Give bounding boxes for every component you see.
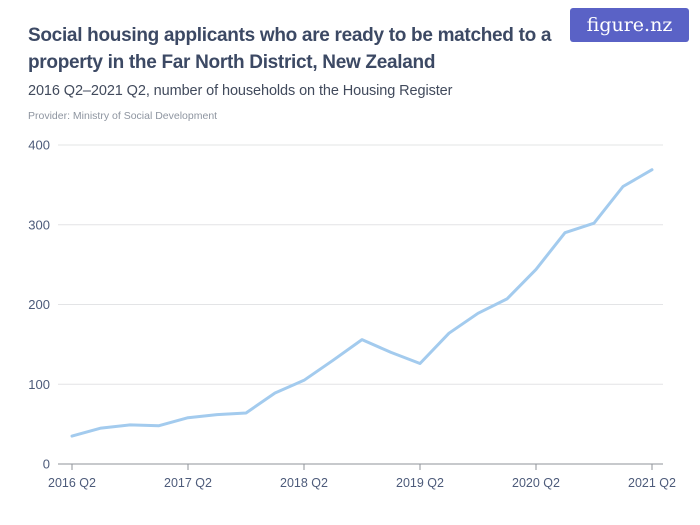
x-axis-label-2017-q2: 2017 Q2 bbox=[164, 476, 212, 490]
y-axis-label-100: 100 bbox=[28, 377, 50, 392]
y-axis-label-400: 400 bbox=[28, 138, 50, 153]
page-title-line-1: Social housing applicants who are ready … bbox=[28, 25, 552, 46]
x-axis-label-2021-q2: 2021 Q2 bbox=[628, 476, 676, 490]
y-axis-label-300: 300 bbox=[28, 217, 50, 232]
x-axis-label-2018-q2: 2018 Q2 bbox=[280, 476, 328, 490]
x-axis-label-2019-q2: 2019 Q2 bbox=[396, 476, 444, 490]
provider-note: Provider: Ministry of Social Development bbox=[28, 110, 218, 122]
chart-subtitle: 2016 Q2–2021 Q2, number of households on… bbox=[28, 83, 453, 99]
figure-nz-logo[interactable]: figure.nz bbox=[570, 8, 689, 42]
y-axis-label-0: 0 bbox=[43, 457, 50, 472]
y-axis-label-200: 200 bbox=[28, 297, 50, 312]
figure-nz-logo-text: figure.nz bbox=[586, 14, 673, 36]
page-title-line-2: property in the Far North District, New … bbox=[28, 52, 436, 73]
chart-header: Social housing applicants who are ready … bbox=[28, 22, 558, 122]
x-axis-label-2016-q2: 2016 Q2 bbox=[48, 476, 96, 490]
data-line bbox=[70, 168, 654, 438]
x-axis-label-2020-q2: 2020 Q2 bbox=[512, 476, 560, 490]
